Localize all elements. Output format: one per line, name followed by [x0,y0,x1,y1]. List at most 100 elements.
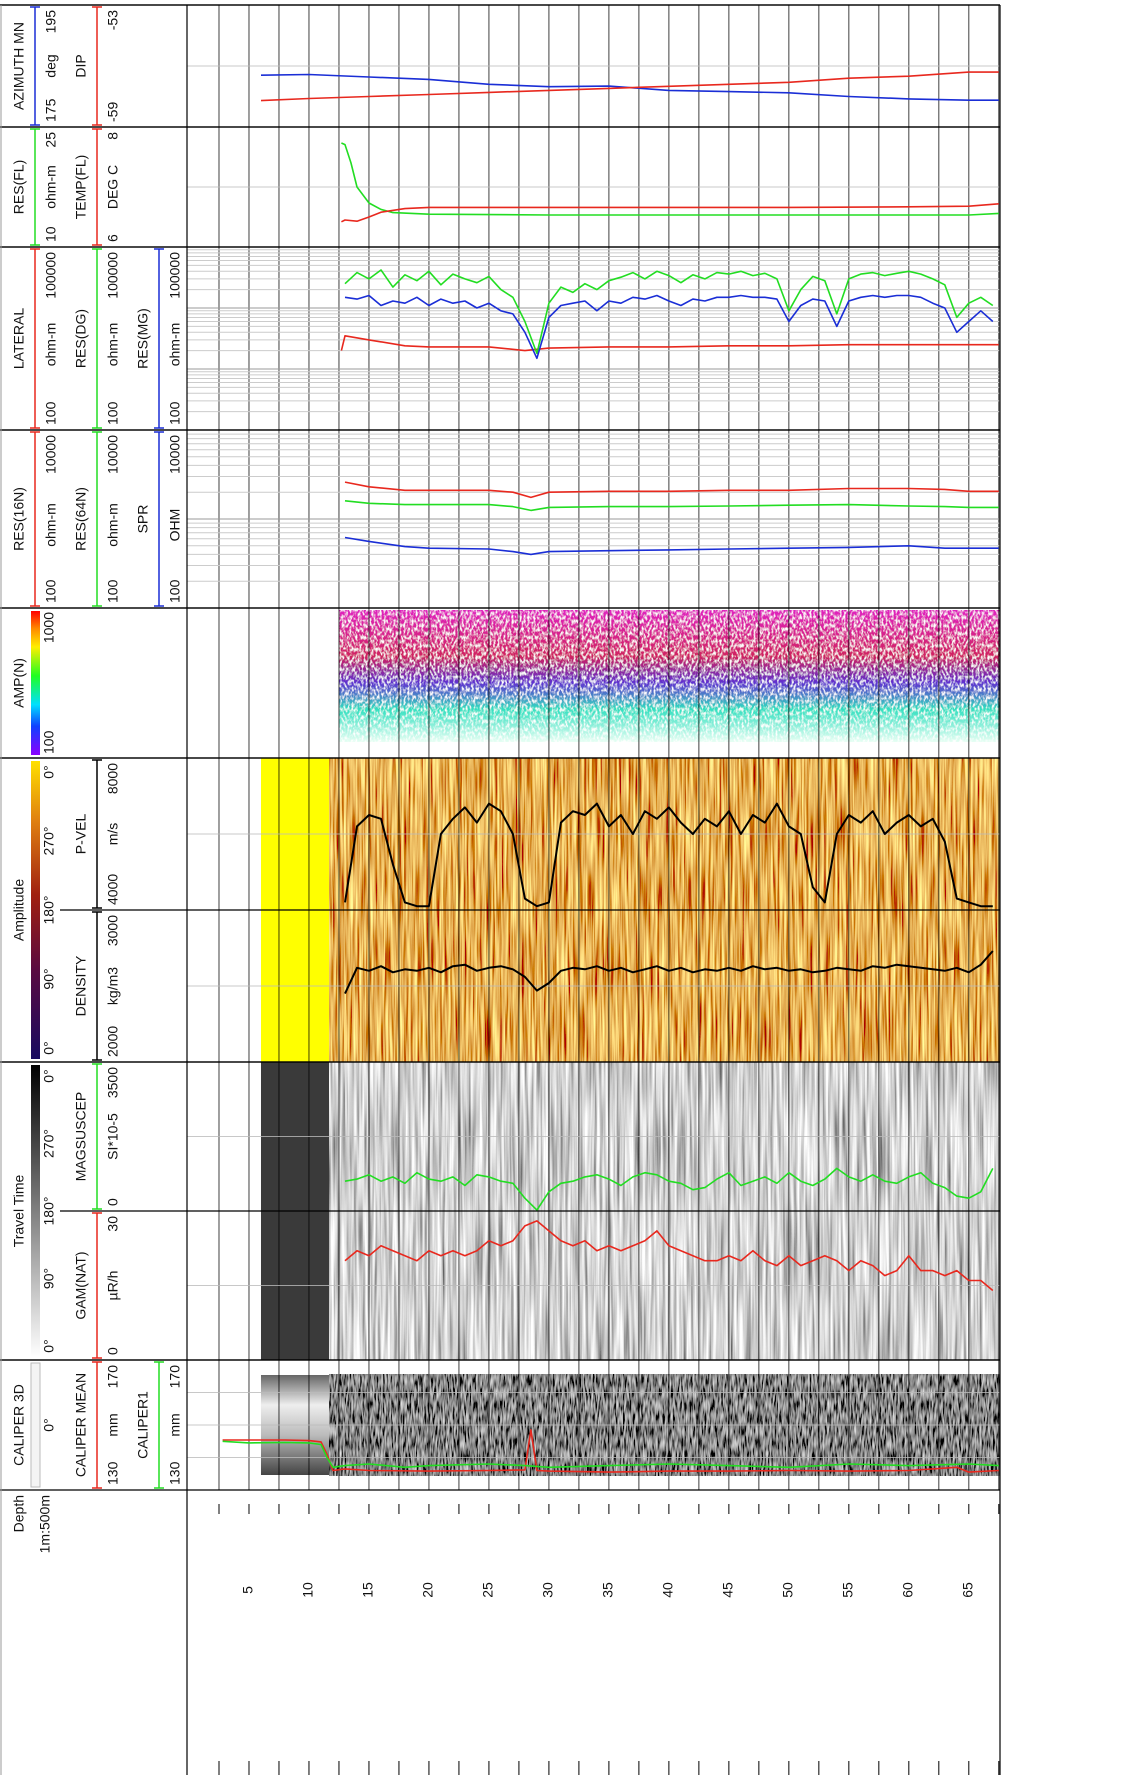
scale-max: 3000 [105,915,121,946]
amplitude-image [338,610,1000,742]
curve-name: P-VEL [73,814,89,855]
color-bar [31,1065,40,1357]
curve-name: TEMP(FL) [73,155,89,220]
color-scale-min: 100 [41,730,57,754]
scale-max: 10000 [105,435,121,474]
scale-min: 100 [167,401,183,425]
curve [222,1429,999,1473]
scale-min: 2000 [105,1026,121,1057]
scale-unit: ohm-m [43,165,59,209]
scale-max: -53 [105,10,121,30]
scale-unit: m/s [105,823,121,846]
depth-tick-label: 35 [600,1582,616,1598]
curve-name: CALIPER1 [135,1391,151,1459]
frame-layer [0,4,1001,1775]
curve-layer [222,71,999,1473]
curve [222,1440,999,1469]
scale-min: 100 [43,579,59,603]
scale-max: 10000 [43,435,59,474]
image-title: Amplitude [11,879,27,941]
depth-tick-label: 50 [780,1582,796,1598]
scale-unit: DEG C [105,165,121,209]
scale-min: 0 [105,1347,121,1355]
scale-min: 10 [43,226,59,242]
scale-unit: mm [105,1413,121,1436]
curve-name: DENSITY [73,955,89,1016]
scale-min: 100 [167,579,183,603]
scale-unit: ohm-m [43,503,59,547]
grid-layer [187,5,1000,1775]
scale-min: 6 [105,234,121,242]
curve [344,950,994,995]
curve [344,269,994,355]
scale-max: 100000 [105,252,121,299]
scale-unit: kg/m3 [105,967,121,1005]
curve [344,802,993,908]
scale-min: 100 [105,401,121,425]
curve-name: DIP [73,54,89,77]
depth-scale: 1m:500m [37,1495,53,1553]
color-label: 0° [41,1041,57,1054]
curve [344,536,999,556]
scale-unit: OHM [167,509,183,542]
scale-min: -59 [105,102,121,122]
scale-unit: ohm-m [43,323,59,367]
image-layer [260,610,1001,1476]
scale-min: 4000 [105,874,121,905]
color-label: 0° [41,1339,57,1352]
curve-name: MAGSUSCEP [73,1092,89,1181]
scale-unit: ohm-m [105,503,121,547]
scale-min: 100 [105,579,121,603]
curve [341,142,999,216]
image-title: Travel Time [11,1174,27,1247]
scale-max: 170 [105,1365,121,1389]
color-label: 180° [41,1197,57,1226]
scale-unit: ohm-m [105,323,121,367]
curve-name: AZIMUTH MN [11,22,27,110]
depth-tick-label: 65 [960,1582,976,1598]
scale-max: 170 [167,1365,183,1389]
scale-min: 0 [105,1198,121,1206]
curve [341,203,999,223]
depth-tick-label: 20 [420,1582,436,1598]
curve [344,1167,994,1211]
color-scale-max: 1000 [41,612,57,643]
scale-min: 100 [43,401,59,425]
image-title: AMP(N) [11,658,27,708]
depth-tick-label: 55 [840,1582,856,1598]
curve-name: RES(64N) [73,487,89,551]
curve-name: RES(MG) [135,308,151,369]
color-bar [31,611,40,755]
scale-unit: deg [43,54,59,77]
curve [260,73,999,101]
color-label: 0° [41,765,57,778]
scale-max: 30 [105,1216,121,1232]
scale-min: 130 [167,1461,183,1485]
scale-max: 10000 [167,435,183,474]
scale-unit: SI*10-5 [105,1113,121,1160]
curve [344,500,999,512]
scale-min: 175 [43,98,59,122]
color-label: 90° [41,1268,57,1289]
scale-max: 25 [43,132,59,148]
curve [260,71,999,102]
curve-name: RES(FL) [11,160,27,214]
scale-max: 3500 [105,1067,121,1098]
depth-tick-label: 25 [480,1582,496,1598]
color-label: 0° [41,1069,57,1082]
color-bar [31,761,40,1059]
depth-tick-label: 60 [900,1582,916,1598]
depth-tick-label: 10 [300,1582,316,1598]
curve [344,1220,994,1292]
curve-name: LATERAL [11,308,27,369]
curve [340,335,999,352]
scale-max: 100000 [43,252,59,299]
depth-tick-label: 40 [660,1582,676,1598]
scale-max: 8 [105,132,121,140]
scale-max: 8000 [105,763,121,794]
scale-unit: µR/h [105,1271,121,1301]
curve-name: RES(DG) [73,309,89,368]
curve-name: RES(16N) [11,487,27,551]
